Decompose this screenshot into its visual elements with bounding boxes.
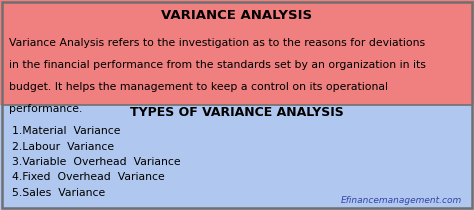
Text: Efinancemanagement.com: Efinancemanagement.com bbox=[341, 196, 462, 205]
Text: TYPES OF VARIANCE ANALYSIS: TYPES OF VARIANCE ANALYSIS bbox=[130, 106, 344, 119]
Text: Variance Analysis refers to the investigation as to the reasons for deviations: Variance Analysis refers to the investig… bbox=[9, 38, 425, 48]
Text: 4.Fixed  Overhead  Variance: 4.Fixed Overhead Variance bbox=[12, 172, 164, 182]
Text: 1.Material  Variance: 1.Material Variance bbox=[12, 126, 120, 136]
FancyBboxPatch shape bbox=[0, 0, 474, 105]
Text: 5.Sales  Variance: 5.Sales Variance bbox=[12, 188, 105, 198]
Text: VARIANCE ANALYSIS: VARIANCE ANALYSIS bbox=[162, 9, 312, 22]
Text: 2.Labour  Variance: 2.Labour Variance bbox=[12, 142, 114, 152]
Text: in the financial performance from the standards set by an organization in its: in the financial performance from the st… bbox=[9, 60, 425, 70]
Text: 3.Variable  Overhead  Variance: 3.Variable Overhead Variance bbox=[12, 157, 181, 167]
FancyBboxPatch shape bbox=[0, 105, 474, 210]
Text: budget. It helps the management to keep a control on its operational: budget. It helps the management to keep … bbox=[9, 82, 388, 92]
Text: performance.: performance. bbox=[9, 104, 82, 114]
